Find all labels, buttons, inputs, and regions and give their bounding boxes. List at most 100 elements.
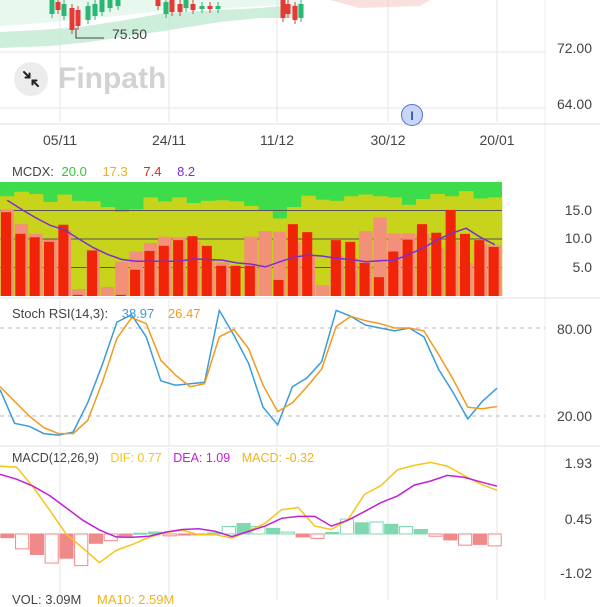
mcdx-red-bar <box>402 239 413 296</box>
min-price-label: 75.50 <box>112 26 148 42</box>
mcdx-salmon-bar <box>72 289 86 296</box>
candle-body <box>183 0 189 8</box>
macd-histogram-bar-negative <box>29 533 44 555</box>
stoch-header[interactable]: Stoch RSI(14,3): 38.97 26.47 <box>12 306 212 321</box>
macd-histogram-bar-negative <box>177 533 192 536</box>
macd-histogram-bar-positive <box>236 523 251 535</box>
collapse-arrows-icon[interactable] <box>14 62 48 96</box>
candle-body <box>92 4 98 16</box>
x-axis-label: 30/12 <box>370 132 406 148</box>
macd-histogram-bar-negative <box>118 533 133 537</box>
mcdx-salmon-bar <box>373 217 387 296</box>
macd-histogram-bar-positive <box>325 531 340 535</box>
candle-body <box>61 4 67 16</box>
stoch-k-value: 38.97 <box>121 306 155 321</box>
candle-body <box>163 2 169 14</box>
mcdx-red-bar <box>230 265 241 296</box>
macd-histogram-bar-positive <box>133 532 148 535</box>
brand-name: Finpath <box>58 62 167 95</box>
mcdx-ma-line <box>6 199 496 268</box>
macd-histogram-bar-negative <box>295 533 310 538</box>
candle-body <box>115 0 121 6</box>
macd-dea-value: DEA: 1.09 <box>173 451 231 465</box>
macd-title: MACD(12,26,9) <box>12 451 99 465</box>
stoch-axis-label-20: 20.00 <box>556 408 592 424</box>
mcdx-header[interactable]: MCDX: 20.0 17.3 7.4 8.2 <box>12 164 207 179</box>
candle-body <box>292 6 298 20</box>
mcdx-red-bar <box>44 241 55 296</box>
candle-body <box>69 8 75 30</box>
mcdx-red-bar <box>445 209 456 296</box>
stoch-k-line <box>0 308 498 436</box>
macd-histogram-bar-negative <box>44 533 59 564</box>
macd-dif-value: DIF: 0.77 <box>110 451 162 465</box>
mcdx-salmon-bar <box>273 231 287 296</box>
mcdx-red-bar <box>87 250 98 296</box>
mcdx-red-bar <box>287 224 298 296</box>
macd-header[interactable]: MACD(12,26,9) DIF: 0.77 DEA: 1.09 MACD: … <box>12 451 326 465</box>
x-axis-label: 24/11 <box>152 132 186 148</box>
candle-body <box>107 0 113 8</box>
stoch-title: Stoch RSI(14,3): <box>12 306 109 321</box>
mcdx-yellow-bar <box>100 207 116 296</box>
mcdx-red-bar <box>345 241 356 296</box>
finpath-logo: Finpath <box>14 62 166 96</box>
mcdx-red-bar <box>29 237 40 296</box>
candle-body <box>55 2 61 10</box>
price-axis-label-64: 64.00 <box>556 96 592 112</box>
mcdx-red-bar <box>58 224 69 296</box>
mcdx-red-bar <box>431 232 442 296</box>
macd-histogram-bar-positive <box>384 523 399 535</box>
stoch-d-line <box>0 315 498 435</box>
candle-body <box>49 0 55 14</box>
mcdx-red-bar <box>1 212 12 296</box>
macd-axis-label-top: 1.93 <box>564 455 592 471</box>
macd-histogram-bar-positive <box>266 527 281 535</box>
mcdx-value-purple: 8.2 <box>177 164 196 179</box>
mcdx-red-bar <box>187 236 198 296</box>
macd-histogram-bar-negative <box>472 533 487 545</box>
candle-body <box>199 6 205 9</box>
min-price-marker <box>75 28 104 39</box>
candle-body <box>85 6 91 20</box>
macd-histogram-bar-positive <box>354 522 369 535</box>
mcdx-salmon-bar <box>100 286 115 296</box>
macd-histogram-bar-positive <box>369 521 384 535</box>
macd-histogram-bar-negative <box>443 533 458 541</box>
mcdx-red-bar <box>130 269 141 296</box>
macd-histogram-bar-negative <box>487 533 502 547</box>
price-axis-label-72: 72.00 <box>556 40 592 56</box>
macd-histogram-bar-negative <box>458 533 473 546</box>
mcdx-red-bar <box>144 250 155 296</box>
candle-body <box>155 0 161 6</box>
mcdx-value-red: 7.4 <box>143 164 162 179</box>
macd-axis-label-bottom: -1.02 <box>560 565 592 581</box>
candle-body <box>75 10 81 26</box>
mcdx-red-bar <box>474 240 485 296</box>
event-marker-icon[interactable]: I <box>401 104 423 126</box>
mcdx-red-bar <box>244 265 255 296</box>
candle-body <box>169 0 175 12</box>
mcdx-salmon-bar <box>316 285 330 296</box>
mcdx-axis-label-15: 15.0 <box>564 202 592 218</box>
mcdx-value-yellow: 17.3 <box>102 164 128 179</box>
macd-histogram-bar-positive <box>221 526 236 535</box>
macd-histogram-bar-negative <box>74 533 89 567</box>
mcdx-axis-label-5: 5.0 <box>572 259 592 275</box>
candle-body <box>190 4 196 10</box>
macd-histogram-bar-negative <box>88 533 104 544</box>
mcdx-red-bar <box>216 265 227 296</box>
bollinger-band <box>0 4 300 48</box>
mcdx-red-bar <box>158 245 169 296</box>
candle-body <box>177 4 183 12</box>
mcdx-red-bar <box>416 224 427 296</box>
mcdx-red-bar <box>15 233 26 296</box>
mcdx-red-bar <box>201 245 212 296</box>
mcdx-red-bar <box>302 232 313 296</box>
bollinger-band-upper <box>0 0 300 26</box>
mcdx-red-bar <box>388 251 399 296</box>
candle-body <box>207 6 213 9</box>
mcdx-red-bar <box>459 233 471 296</box>
mcdx-yellow-bar <box>315 199 331 296</box>
